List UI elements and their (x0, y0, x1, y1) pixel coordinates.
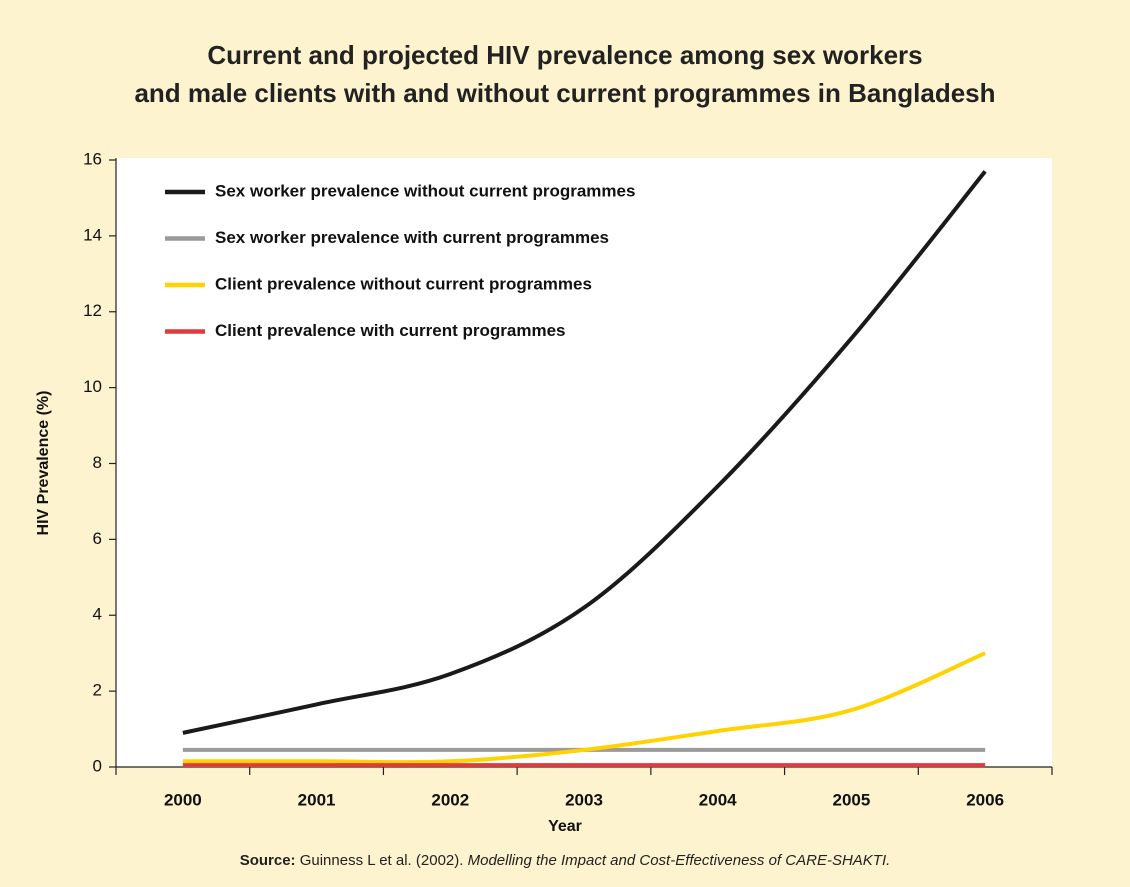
title-line: Current and projected HIV prevalence amo… (207, 40, 923, 70)
y-tick-label: 8 (93, 453, 102, 472)
x-tick-label: 2002 (431, 790, 469, 809)
legend-label: Sex worker prevalence without current pr… (215, 181, 635, 200)
source-text: Guinness L et al. (2002). (299, 852, 464, 869)
y-axis-label: HIV Prevalence (%) (35, 391, 52, 536)
y-tick-label: 0 (93, 756, 102, 775)
x-tick-label: 2001 (298, 790, 336, 809)
y-tick-label: 16 (83, 149, 102, 168)
y-tick-label: 2 (93, 681, 102, 700)
legend-label: Sex worker prevalence with current progr… (215, 228, 609, 247)
plot-area (116, 158, 1052, 767)
series-line (182, 170, 987, 735)
y-tick-label: 12 (83, 301, 102, 320)
y-tick-label: 4 (93, 605, 102, 624)
x-tick-label: 2006 (966, 790, 1004, 809)
series-line (182, 651, 986, 765)
title-line: and male clients with and without curren… (134, 78, 996, 108)
legend-label: Client prevalence without current progra… (215, 274, 592, 293)
source-label: Source: (239, 852, 296, 869)
source-title: Modelling the Impact and Cost-Effectiven… (467, 852, 891, 869)
legend-label: Client prevalence with current programme… (215, 321, 566, 340)
x-tick-label: 2004 (699, 790, 737, 809)
chart-title: Current and projected HIV prevalence amo… (0, 36, 1130, 112)
x-axis-label: Year (548, 818, 582, 835)
y-tick-label: 14 (83, 225, 102, 244)
x-tick-label: 2005 (833, 790, 871, 809)
y-tick-label: 6 (93, 529, 102, 548)
source: Source: Guinness L et al. (2002). Modell… (0, 852, 1130, 869)
x-tick-label: 2000 (164, 790, 202, 809)
x-tick-label: 2003 (565, 790, 603, 809)
y-tick-label: 10 (83, 377, 102, 396)
